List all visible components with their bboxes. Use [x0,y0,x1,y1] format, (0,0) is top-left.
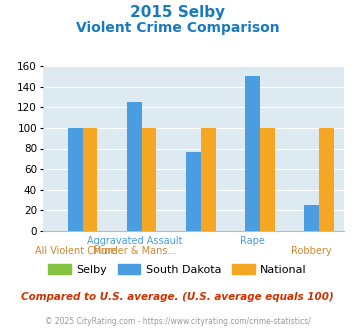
Bar [319,128,334,231]
Text: 2015 Selby: 2015 Selby [130,5,225,20]
Text: Murder & Mans...: Murder & Mans... [93,246,176,256]
Text: © 2025 CityRating.com - https://www.cityrating.com/crime-statistics/: © 2025 CityRating.com - https://www.city… [45,317,310,326]
Text: All Violent Crime: All Violent Crime [34,246,116,256]
Text: Aggravated Assault: Aggravated Assault [87,236,182,246]
Bar [186,151,201,231]
Bar [82,128,97,231]
Bar [245,76,260,231]
Text: Compared to U.S. average. (U.S. average equals 100): Compared to U.S. average. (U.S. average … [21,292,334,302]
Text: Robbery: Robbery [291,246,332,256]
Text: Violent Crime Comparison: Violent Crime Comparison [76,21,279,35]
Bar [127,102,142,231]
Legend: Selby, South Dakota, National: Selby, South Dakota, National [44,260,311,279]
Bar [142,128,157,231]
Text: Rape: Rape [240,236,265,246]
Bar [260,128,275,231]
Bar [201,128,216,231]
Bar [68,128,83,231]
Bar [304,205,319,231]
